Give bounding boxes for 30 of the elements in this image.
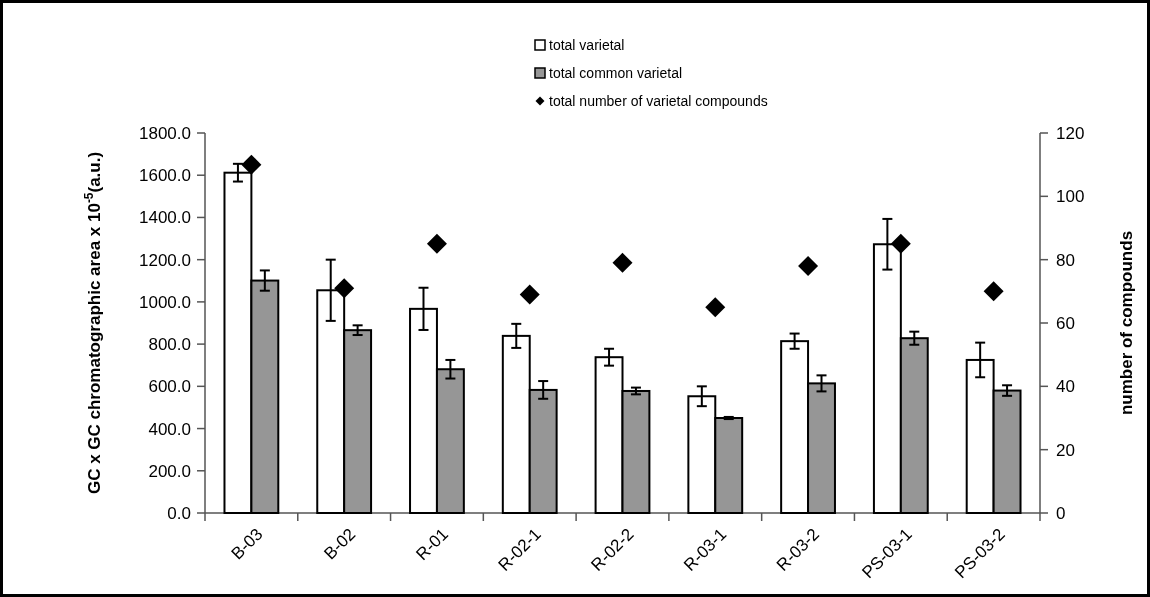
y2-tick-label: 20 [1056,440,1075,460]
y-tick-label: 0.0 [167,503,191,523]
y2-axis-title: number of compounds [1117,230,1136,416]
point [798,256,819,276]
point [890,233,911,254]
y-tick-label: 400.0 [148,419,191,439]
y2-tick-label: 40 [1056,377,1075,397]
y-tick-label: 200.0 [148,461,191,481]
y2-tick-label: 0 [1056,503,1066,523]
y2-tick-label: 60 [1056,313,1075,333]
legend-label: total common varietal [549,64,683,81]
y-tick-label: 1200.0 [139,250,191,270]
point [612,252,633,273]
y2-tick-label: 100 [1056,187,1085,207]
point [241,154,262,175]
y2-tick-label: 80 [1056,250,1075,270]
y-tick-label: 1600.0 [139,166,191,186]
y-tick-label: 1400.0 [139,208,191,228]
point [334,278,355,299]
y-tick-label: 600.0 [148,377,191,397]
legend-label: total varietal [549,36,625,53]
point [519,284,540,305]
y-tick-label: 800.0 [148,335,191,355]
y-tick-label: 1800.0 [139,123,191,143]
point [426,233,447,254]
point [983,281,1004,302]
y2-tick-label: 120 [1056,123,1085,143]
legend-label: total number of varietal compounds [549,92,768,109]
point [705,297,726,318]
y-tick-label: 1000.0 [139,292,191,312]
